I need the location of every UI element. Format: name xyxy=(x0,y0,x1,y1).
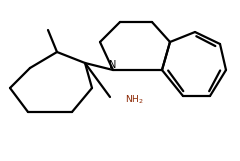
Text: N: N xyxy=(109,60,117,70)
Text: NH$_2$: NH$_2$ xyxy=(125,94,144,106)
